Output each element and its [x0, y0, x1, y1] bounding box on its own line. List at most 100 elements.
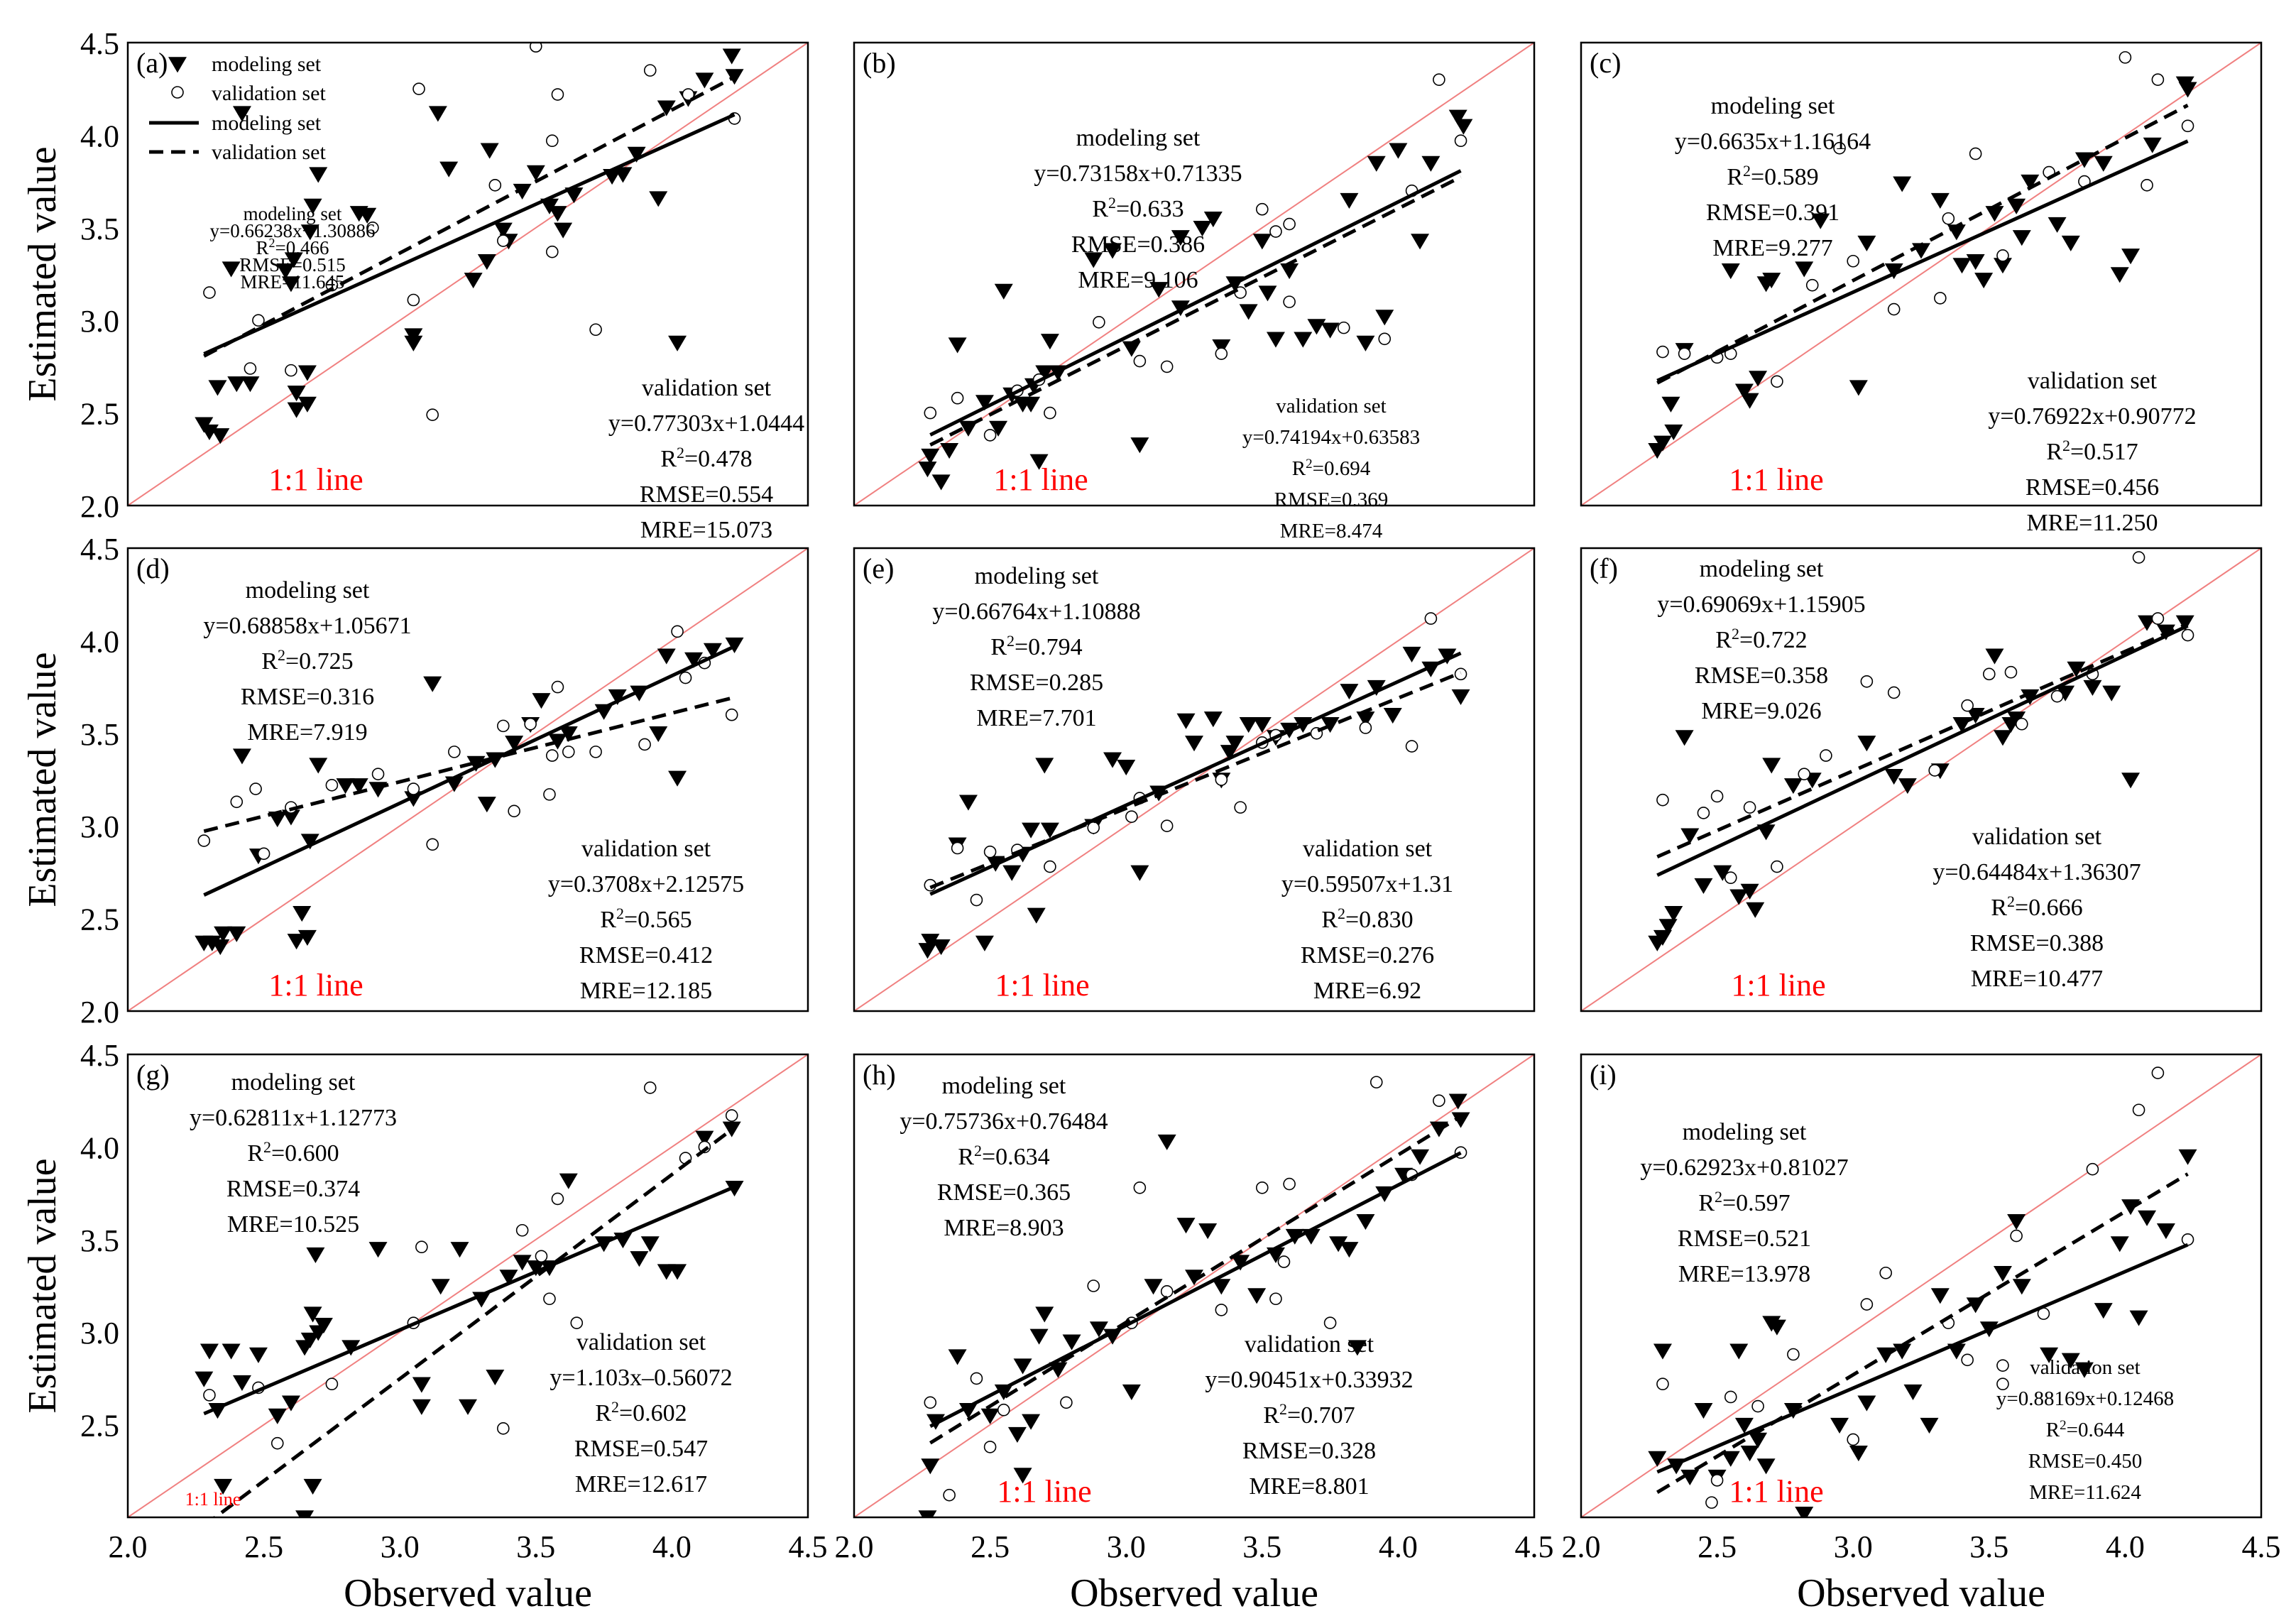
- validation-point: [426, 838, 439, 851]
- modeling-set-label: modeling set: [231, 1069, 356, 1096]
- validation-point: [2151, 73, 2165, 86]
- modeling-point: [725, 69, 744, 85]
- modeling-r2: R2=0.466: [256, 236, 329, 258]
- modeling-set-label: modeling set: [1683, 1119, 1807, 1145]
- validation-mre: MRE=10.477: [1971, 966, 2103, 992]
- modeling-point: [214, 926, 233, 942]
- x-tick-label: 3.0: [1834, 1529, 1873, 1564]
- validation-point: [2181, 119, 2194, 133]
- modeling-point: [227, 926, 246, 942]
- modeling-point: [1383, 707, 1402, 724]
- y-tick-label: 3.5: [80, 212, 119, 246]
- panel-frame: [126, 41, 809, 507]
- modeling-mre: MRE=11.645: [241, 271, 345, 293]
- modeling-point: [1103, 243, 1122, 259]
- x-tick-label: 3.5: [516, 1529, 555, 1564]
- validation-regression-line: [1656, 104, 2189, 385]
- modeling-point: [1952, 258, 1972, 274]
- validation-point: [1847, 1433, 1860, 1446]
- modeling-point: [2012, 1279, 2031, 1295]
- panel-label: (a): [136, 47, 168, 79]
- validation-point: [551, 680, 564, 694]
- modeling-point: [554, 222, 573, 239]
- plot-area: [854, 43, 1534, 506]
- validation-point: [1833, 141, 1846, 155]
- plot-area: [1581, 1054, 2261, 1517]
- modeling-point: [2061, 1353, 2080, 1369]
- validation-regression-line: [929, 671, 1462, 890]
- one-to-one-line: [1581, 1054, 2261, 1517]
- validation-point: [924, 1396, 937, 1409]
- modeling-point: [1898, 778, 1917, 795]
- modeling-point: [1884, 263, 1903, 280]
- validation-regression-line: [203, 695, 736, 834]
- validation-point: [545, 245, 559, 258]
- modeling-point: [1040, 334, 1059, 350]
- modeling-point: [464, 273, 483, 289]
- validation-point: [1454, 134, 1467, 148]
- legend-modeling-line-label: modeling set: [212, 111, 322, 135]
- modeling-point: [1740, 1445, 1759, 1462]
- validation-mre: MRE=8.801: [1249, 1473, 1369, 1500]
- validation-set-label: validation set: [2028, 368, 2158, 394]
- modeling-point: [1340, 1242, 1359, 1258]
- validation-point: [1215, 773, 1228, 786]
- x-tick-label: 3.0: [381, 1529, 420, 1564]
- modeling-point: [1185, 1270, 1203, 1286]
- validation-r2: R2=0.644: [2046, 1418, 2125, 1442]
- modeling-r2: R2=0.600: [247, 1138, 339, 1167]
- panel-frame: [1580, 547, 2263, 1013]
- modeling-point: [2061, 235, 2080, 252]
- validation-r2: R2=0.666: [1991, 893, 2082, 922]
- modeling-point: [918, 943, 937, 959]
- modeling-point: [668, 770, 687, 787]
- validation-point: [371, 768, 385, 780]
- validation-point: [1337, 321, 1350, 334]
- modeling-point: [1356, 335, 1375, 351]
- modeling-point: [1212, 1279, 1231, 1295]
- one-to-one-line: [1581, 43, 2261, 506]
- validation-point: [1996, 1377, 2009, 1391]
- validation-point: [2050, 689, 2064, 703]
- one-to-one-line: [854, 1054, 1534, 1517]
- validation-point: [970, 893, 983, 907]
- validation-regression-line: [1656, 622, 2189, 858]
- validation-point: [497, 719, 510, 733]
- validation-point: [230, 795, 244, 809]
- modeling-point: [722, 1121, 741, 1137]
- modeling-equation: y=0.62811x+1.12773: [190, 1105, 397, 1131]
- modeling-point: [293, 906, 312, 922]
- validation-point: [562, 746, 575, 758]
- modeling-point: [564, 187, 584, 204]
- x-axis-label: Observed value: [1797, 1571, 2045, 1615]
- modeling-point: [404, 328, 423, 344]
- validation-point: [1982, 667, 1996, 681]
- modeling-point: [1857, 1395, 1876, 1412]
- modeling-point: [195, 1371, 214, 1387]
- validation-r2: R2=0.517: [2046, 437, 2138, 466]
- validation-r2: R2=0.565: [600, 905, 691, 934]
- y-tick-label: 2.5: [80, 902, 119, 937]
- modeling-point: [1734, 383, 1754, 400]
- modeling-rmse: RMSE=0.374: [226, 1176, 360, 1202]
- modeling-point: [921, 1458, 940, 1475]
- validation-point: [1359, 721, 1372, 734]
- validation-point: [1860, 1298, 1874, 1311]
- validation-point: [1771, 375, 1783, 388]
- modeling-point: [303, 1306, 322, 1323]
- validation-set-label: validation set: [581, 836, 711, 862]
- modeling-point: [684, 652, 704, 668]
- one-to-one-label: 1:1 line: [995, 968, 1089, 1003]
- modeling-point: [1966, 1297, 1985, 1314]
- modeling-point: [1795, 1507, 1814, 1517]
- validation-point: [1283, 217, 1296, 231]
- modeling-point: [1157, 1134, 1176, 1150]
- one-to-one-label: 1:1 line: [268, 968, 363, 1003]
- modeling-equation: y=0.66238x+1.30886: [210, 220, 376, 241]
- modeling-point: [2178, 82, 2197, 98]
- validation-equation: y=0.3708x+2.12575: [548, 871, 744, 897]
- modeling-regression-line: [929, 1151, 1462, 1429]
- panel-f: (f) 1:1 line modeling set y=0.69069x+1.1590…: [1580, 547, 2263, 1013]
- modeling-point: [1035, 1306, 1054, 1323]
